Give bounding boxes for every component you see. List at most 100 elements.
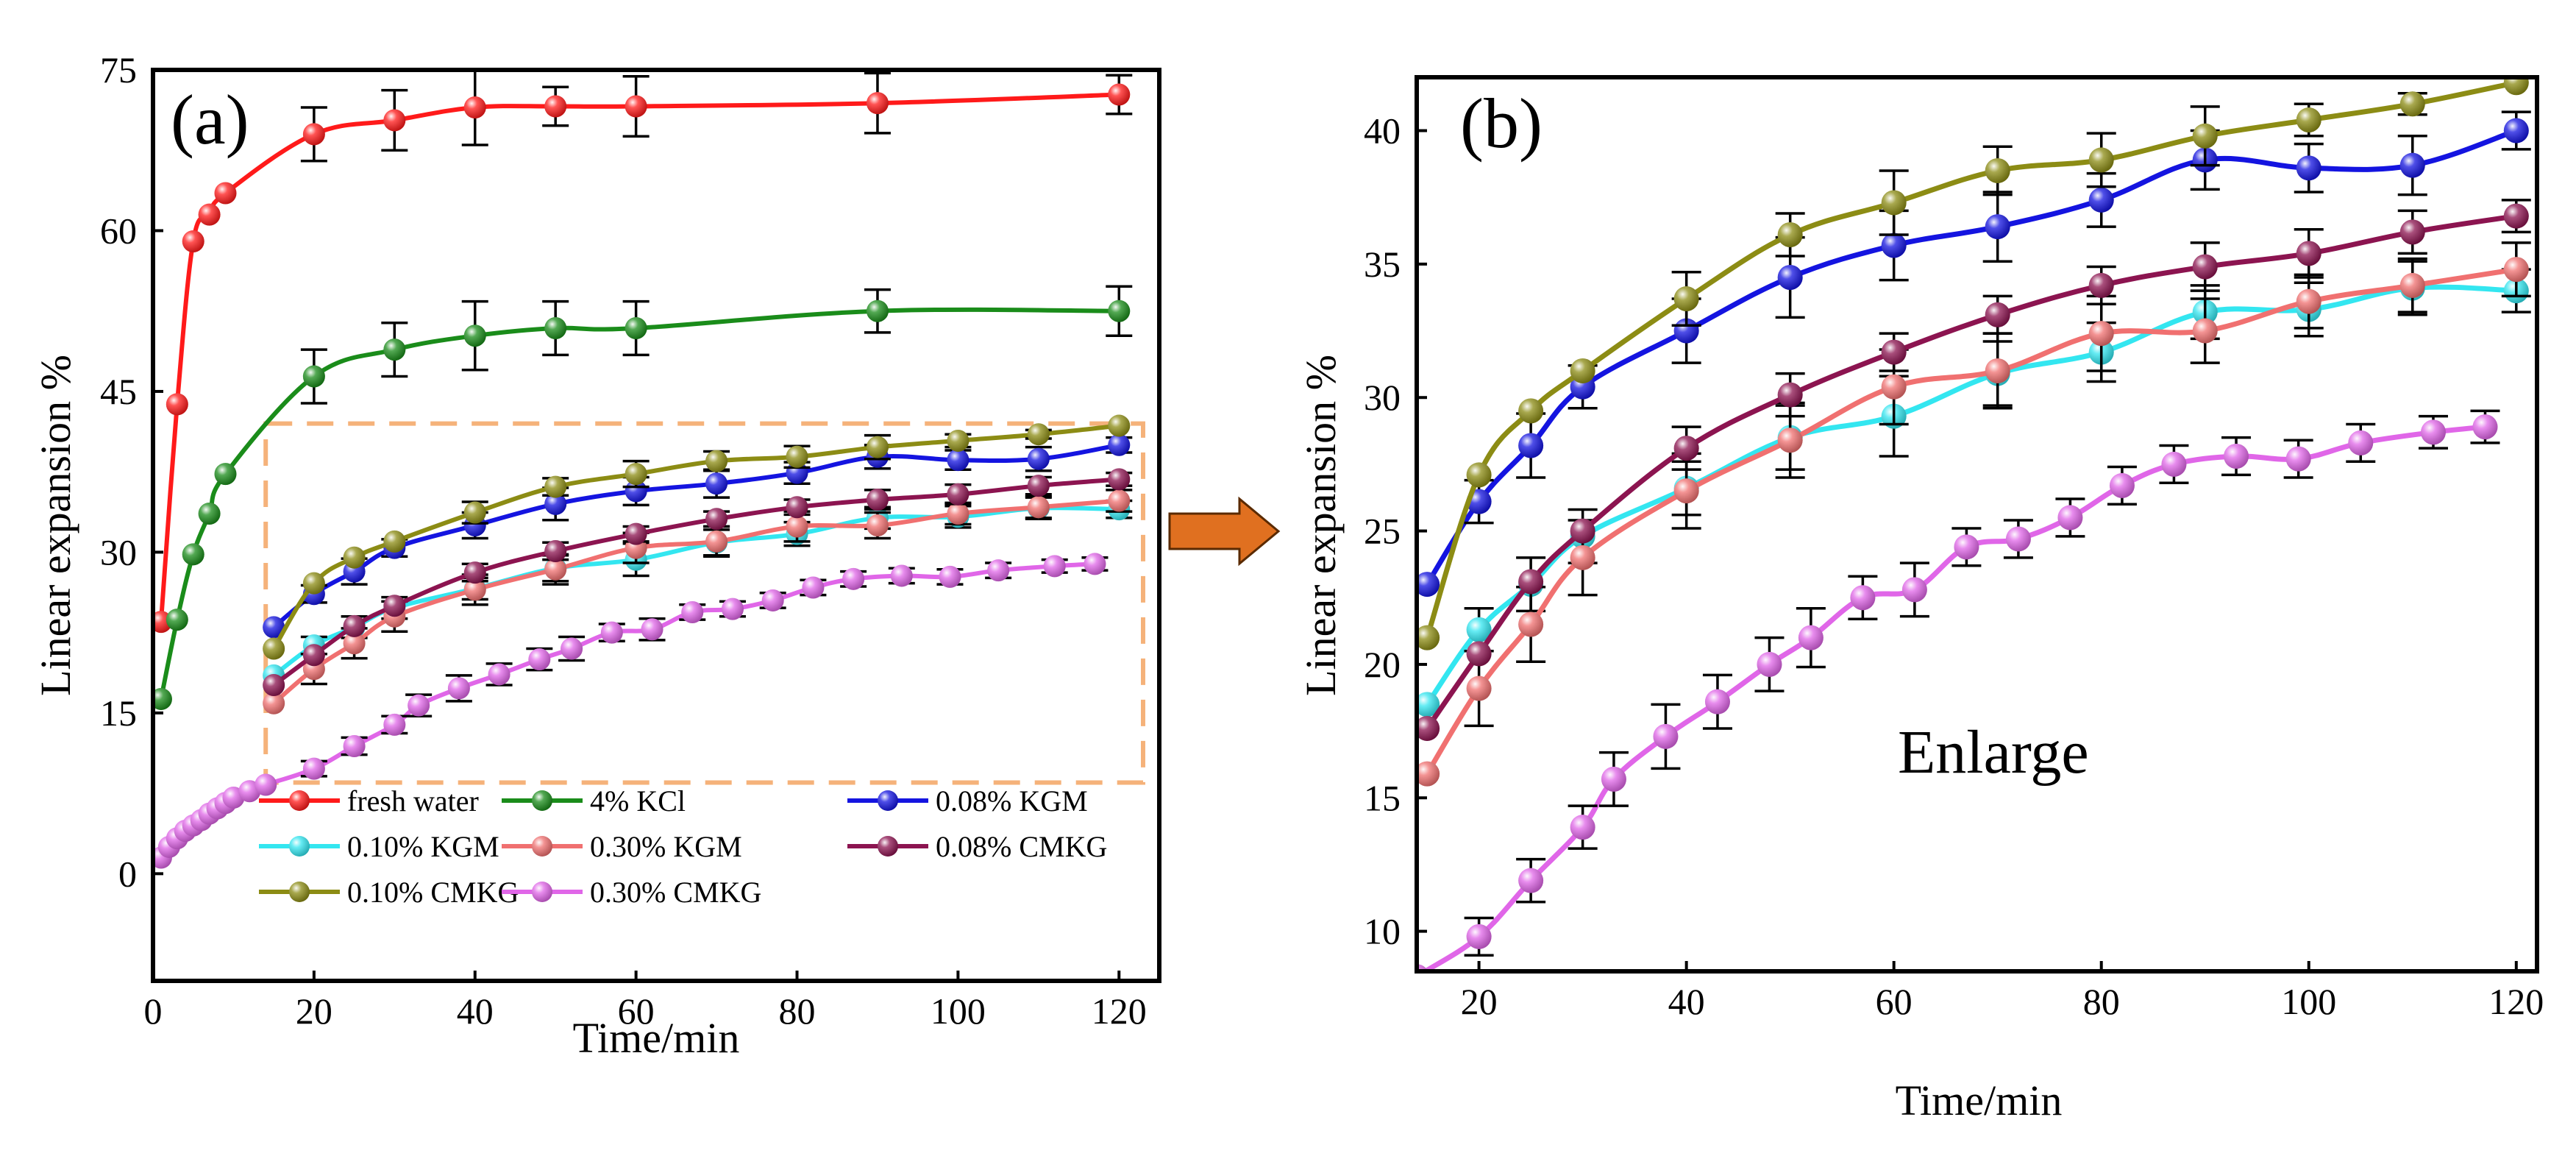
x-tick-label: 120: [1092, 990, 1147, 1032]
data-point-shine: [1757, 651, 1782, 677]
legend-marker-shine: [289, 836, 310, 857]
panel-label-b: (b): [1460, 84, 1543, 163]
data-point: [1352, 1010, 1377, 1035]
data-point-shine: [1311, 1065, 1336, 1091]
data-point-shine: [463, 578, 486, 601]
y-tick-label: 15: [1364, 777, 1401, 818]
data-point-shine: [1518, 611, 1544, 637]
data-point: [1384, 980, 1409, 1005]
data-point-shine: [1417, 715, 1440, 741]
data-point-shine: [1985, 157, 2010, 183]
data-point-shine: [947, 449, 969, 472]
data-point-shine: [1881, 339, 1907, 365]
y-tick-label: 30: [1364, 377, 1401, 418]
data-point-shine: [544, 475, 567, 498]
x-tick-label: 80: [2083, 981, 2120, 1022]
data-point-shine: [1084, 553, 1106, 575]
data-point-shine: [947, 429, 969, 452]
data-point-shine: [2088, 147, 2114, 173]
data-point-shine: [544, 95, 567, 118]
plot-area-a: [153, 70, 1159, 981]
data-point-shine: [343, 632, 366, 655]
legend-label: 0.10% CMKG: [347, 876, 519, 909]
data-point-shine: [866, 92, 889, 115]
data-point-shine: [544, 492, 567, 515]
data-point-shine: [2399, 219, 2425, 245]
data-point-shine: [2224, 444, 2249, 469]
data-point-shine: [1777, 265, 1803, 291]
data-point-shine: [1673, 436, 1699, 461]
data-point-shine: [1270, 1146, 1295, 1156]
data-point-shine: [1570, 518, 1595, 544]
panel-label-a: (a): [171, 80, 249, 159]
series-0-30-kgm: [263, 489, 1133, 714]
x-tick-label: 20: [296, 990, 332, 1032]
data-point-shine: [2503, 203, 2529, 229]
data-point-shine: [1653, 723, 1679, 749]
data-point-shine: [302, 572, 325, 595]
data-point-shine: [153, 687, 172, 710]
y-tick-label: 15: [100, 692, 137, 734]
data-point-shine: [383, 530, 406, 553]
data-point-shine: [1798, 625, 1824, 650]
y-tick-label: 45: [100, 371, 137, 412]
data-point: [1363, 996, 1388, 1021]
data-point-shine: [1417, 761, 1440, 787]
data-point-shine: [1384, 980, 1409, 1005]
legend-label: 0.08% CMKG: [936, 830, 1107, 863]
data-point-shine: [1777, 382, 1803, 408]
y-tick-label: 40: [1364, 110, 1401, 152]
data-point-shine: [2348, 430, 2374, 455]
data-point-shine: [1352, 1010, 1377, 1035]
data-point-shine: [1570, 815, 1595, 840]
data-point-shine: [705, 450, 728, 472]
data-point-shine: [721, 597, 744, 620]
data-point-shine: [1027, 447, 1050, 470]
data-point-shine: [383, 109, 406, 132]
series-0-30-cmkg: [1270, 409, 2500, 1156]
data-point-shine: [1108, 468, 1131, 491]
legend-item: 0.08% KGM: [847, 784, 1088, 818]
data-point-shine: [1027, 475, 1050, 497]
data-point-shine: [1352, 190, 1377, 215]
x-tick-label: 60: [618, 990, 655, 1032]
data-point-shine: [947, 502, 969, 525]
data-point: [1270, 559, 1295, 584]
legend-label: 0.30% KGM: [590, 830, 742, 863]
data-point-shine: [1363, 996, 1388, 1021]
data-point-shine: [2285, 446, 2311, 472]
data-point-shine: [2296, 155, 2321, 181]
data-point-shine: [625, 522, 647, 545]
legend-marker-shine: [289, 790, 310, 811]
x-tick-label: 40: [457, 990, 494, 1032]
data-point-shine: [1466, 675, 1492, 701]
data-point-shine: [463, 325, 486, 347]
data-point-shine: [786, 496, 808, 519]
data-point-shine: [528, 648, 551, 671]
data-point: [1352, 190, 1377, 215]
data-point-shine: [2399, 91, 2425, 117]
x-tick-label: 60: [1876, 981, 1913, 1022]
data-point-shine: [786, 445, 808, 468]
enlarge-annotation: Enlarge: [1898, 718, 2089, 787]
data-point-shine: [705, 472, 728, 495]
data-point: [1290, 17, 1315, 42]
data-point-shine: [1270, 559, 1295, 584]
legend-label: 0.08% KGM: [936, 784, 1088, 818]
data-point-shine: [1466, 462, 1492, 488]
data-point-shine: [302, 644, 325, 667]
data-point: [1290, 1098, 1315, 1123]
data-point-shine: [1331, 1036, 1356, 1061]
data-point-shine: [1518, 433, 1544, 458]
data-point-shine: [1518, 398, 1544, 424]
legend-marker-shine: [289, 882, 310, 902]
data-point-shine: [182, 543, 204, 566]
data-point-shine: [263, 616, 285, 639]
data-point-shine: [1777, 221, 1803, 247]
data-point-shine: [625, 317, 647, 340]
data-point-shine: [1673, 286, 1699, 312]
data-point-shine: [2161, 451, 2187, 477]
data-point-shine: [1417, 572, 1440, 597]
enlarge-arrow: [1168, 496, 1281, 567]
